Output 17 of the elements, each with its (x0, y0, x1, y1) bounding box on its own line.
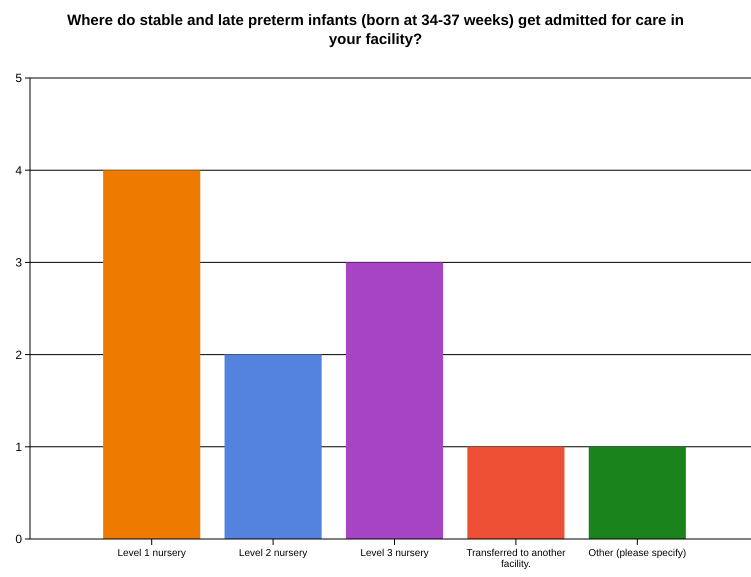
y-tick-label: 3 (15, 256, 22, 270)
y-tick-label: 5 (15, 71, 22, 86)
x-tick-label: Level 1 nursery (118, 548, 186, 559)
y-tick-label: 1 (15, 440, 22, 454)
bar (467, 446, 564, 539)
x-tick-label: Other (please specify) (588, 548, 686, 559)
y-tick-label: 0 (15, 532, 22, 546)
x-tick-label: Level 3 nursery (360, 548, 429, 559)
chart-title: Where do stable and late preterm infants (born at 34-37 weeks) get admitted for care in your facility? (67, 12, 684, 48)
bar (103, 170, 200, 539)
bar (588, 446, 686, 539)
bar (224, 354, 322, 539)
x-tick-label: Transferred to another facility. (466, 548, 566, 570)
bar (346, 262, 444, 539)
y-tick-label: 2 (15, 348, 22, 362)
x-tick-label: Level 2 nursery (238, 548, 308, 559)
y-tick-label: 4 (15, 163, 22, 178)
